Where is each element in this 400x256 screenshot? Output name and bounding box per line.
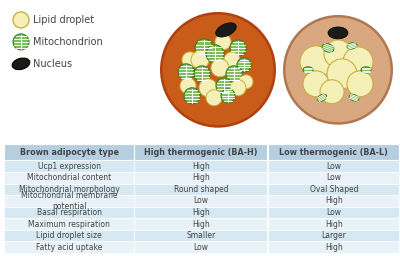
Text: Lipid droplet size: Lipid droplet size bbox=[36, 231, 102, 240]
FancyBboxPatch shape bbox=[134, 161, 267, 172]
Circle shape bbox=[230, 40, 246, 56]
FancyBboxPatch shape bbox=[134, 207, 267, 218]
Circle shape bbox=[327, 59, 357, 89]
FancyBboxPatch shape bbox=[134, 184, 267, 195]
Circle shape bbox=[230, 80, 246, 96]
Text: Oval Shaped: Oval Shaped bbox=[310, 185, 358, 194]
FancyBboxPatch shape bbox=[268, 207, 400, 218]
Ellipse shape bbox=[322, 44, 334, 52]
FancyBboxPatch shape bbox=[268, 195, 400, 207]
Text: Mitochondrial membrane
potential: Mitochondrial membrane potential bbox=[21, 191, 118, 211]
Circle shape bbox=[224, 52, 240, 68]
Circle shape bbox=[206, 90, 222, 106]
FancyBboxPatch shape bbox=[4, 144, 134, 161]
Circle shape bbox=[283, 15, 393, 125]
Text: Low: Low bbox=[326, 208, 341, 217]
Circle shape bbox=[211, 59, 229, 77]
Ellipse shape bbox=[303, 67, 313, 73]
FancyBboxPatch shape bbox=[134, 230, 267, 241]
Ellipse shape bbox=[347, 43, 357, 49]
Text: Maximum respiration: Maximum respiration bbox=[28, 220, 110, 229]
FancyBboxPatch shape bbox=[134, 195, 267, 207]
FancyBboxPatch shape bbox=[134, 172, 267, 184]
Text: Ucp1 expression: Ucp1 expression bbox=[38, 162, 101, 171]
Text: Larger: Larger bbox=[321, 231, 346, 240]
Circle shape bbox=[216, 78, 232, 94]
Text: High: High bbox=[325, 220, 343, 229]
Circle shape bbox=[221, 89, 235, 103]
Text: Basal respiration: Basal respiration bbox=[37, 208, 102, 217]
Circle shape bbox=[303, 71, 329, 97]
Circle shape bbox=[184, 88, 200, 104]
Text: Low: Low bbox=[194, 196, 208, 205]
Ellipse shape bbox=[328, 27, 348, 39]
Circle shape bbox=[239, 75, 253, 89]
Circle shape bbox=[199, 79, 217, 97]
Circle shape bbox=[191, 51, 209, 69]
Text: High: High bbox=[192, 208, 210, 217]
Text: High: High bbox=[192, 173, 210, 182]
FancyBboxPatch shape bbox=[134, 241, 267, 253]
Circle shape bbox=[237, 58, 251, 72]
Ellipse shape bbox=[349, 94, 359, 101]
FancyBboxPatch shape bbox=[4, 195, 134, 207]
Text: High: High bbox=[325, 196, 343, 205]
FancyBboxPatch shape bbox=[268, 230, 400, 241]
Circle shape bbox=[206, 45, 224, 63]
FancyBboxPatch shape bbox=[4, 184, 134, 195]
Text: Mitochondrion: Mitochondrion bbox=[33, 37, 103, 47]
Text: Brown adipocyte type: Brown adipocyte type bbox=[20, 148, 119, 157]
FancyBboxPatch shape bbox=[134, 218, 267, 230]
Circle shape bbox=[286, 17, 390, 122]
FancyBboxPatch shape bbox=[268, 144, 400, 161]
Circle shape bbox=[347, 71, 373, 97]
Circle shape bbox=[162, 15, 274, 125]
Circle shape bbox=[215, 34, 231, 50]
Text: High: High bbox=[192, 220, 210, 229]
Text: Nucleus: Nucleus bbox=[33, 59, 72, 69]
Ellipse shape bbox=[216, 23, 236, 37]
Text: High: High bbox=[325, 243, 343, 252]
Circle shape bbox=[195, 39, 213, 57]
FancyBboxPatch shape bbox=[268, 184, 400, 195]
Text: Smaller: Smaller bbox=[186, 231, 216, 240]
Text: Fatty acid uptake: Fatty acid uptake bbox=[36, 243, 102, 252]
Circle shape bbox=[226, 66, 242, 82]
Text: Low: Low bbox=[326, 173, 341, 182]
Text: Lipid droplet: Lipid droplet bbox=[33, 15, 94, 25]
FancyBboxPatch shape bbox=[4, 218, 134, 230]
Circle shape bbox=[182, 52, 198, 68]
Circle shape bbox=[320, 80, 344, 104]
Ellipse shape bbox=[318, 94, 326, 101]
FancyBboxPatch shape bbox=[4, 207, 134, 218]
Circle shape bbox=[343, 47, 373, 77]
Text: Low: Low bbox=[326, 162, 341, 171]
Text: Round shaped: Round shaped bbox=[174, 185, 228, 194]
FancyBboxPatch shape bbox=[268, 218, 400, 230]
Circle shape bbox=[324, 40, 352, 68]
FancyBboxPatch shape bbox=[4, 161, 134, 172]
Circle shape bbox=[194, 66, 210, 82]
Text: Low: Low bbox=[194, 243, 208, 252]
FancyBboxPatch shape bbox=[4, 172, 134, 184]
Circle shape bbox=[178, 64, 194, 80]
FancyBboxPatch shape bbox=[268, 172, 400, 184]
Text: High thermogenic (BA-H): High thermogenic (BA-H) bbox=[144, 148, 258, 157]
Circle shape bbox=[160, 12, 276, 128]
Ellipse shape bbox=[12, 58, 30, 70]
FancyBboxPatch shape bbox=[268, 241, 400, 253]
Circle shape bbox=[13, 34, 29, 50]
Circle shape bbox=[180, 78, 196, 94]
Circle shape bbox=[13, 12, 29, 28]
FancyBboxPatch shape bbox=[268, 161, 400, 172]
Ellipse shape bbox=[361, 67, 371, 73]
FancyBboxPatch shape bbox=[4, 241, 134, 253]
FancyBboxPatch shape bbox=[134, 144, 267, 161]
Text: Mitochondrial morphology: Mitochondrial morphology bbox=[19, 185, 120, 194]
Text: Mitochondrial content: Mitochondrial content bbox=[27, 173, 111, 182]
Text: High: High bbox=[192, 162, 210, 171]
Circle shape bbox=[300, 46, 332, 78]
Text: Low thermogenic (BA-L): Low thermogenic (BA-L) bbox=[279, 148, 388, 157]
FancyBboxPatch shape bbox=[4, 230, 134, 241]
